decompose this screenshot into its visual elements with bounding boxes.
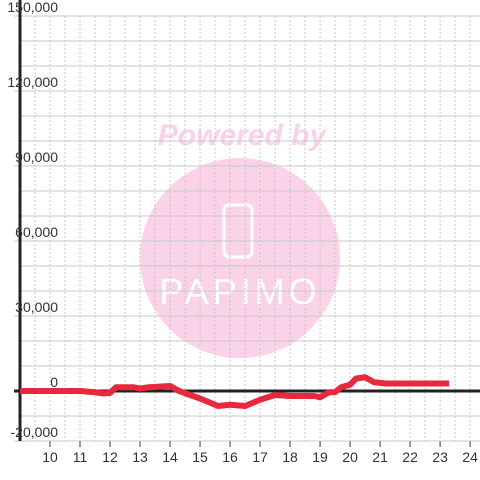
y-tick-label: 90,000 [15, 149, 58, 165]
x-tick-label: 20 [342, 449, 358, 465]
y-tick-label: 120,000 [7, 74, 58, 90]
x-tick-label: 19 [312, 449, 328, 465]
x-tick-label: 21 [372, 449, 388, 465]
data-line [20, 374, 450, 409]
x-tick-label: 18 [282, 449, 298, 465]
x-tick-label: 23 [432, 449, 448, 465]
x-tick-label: 17 [252, 449, 268, 465]
x-tick-label: 15 [192, 449, 208, 465]
y-tick-label: 150,000 [7, 0, 58, 15]
x-tick-label: 16 [222, 449, 238, 465]
x-tick-label: 24 [462, 449, 478, 465]
x-tick-label: 14 [162, 449, 178, 465]
x-tick-label: 10 [42, 449, 58, 465]
x-tick-label: 11 [73, 449, 88, 465]
y-tick-label: -20,000 [11, 424, 59, 440]
watermark-text: Powered by [158, 119, 328, 152]
y-tick-label: 0 [50, 374, 58, 390]
watermark-icon [222, 203, 254, 259]
x-tick-label: 22 [402, 449, 418, 465]
y-tick-label: 60,000 [15, 224, 58, 240]
x-tick-label: 13 [132, 449, 148, 465]
y-tick-label: 30,000 [15, 299, 58, 315]
x-tick-label: 12 [102, 449, 118, 465]
